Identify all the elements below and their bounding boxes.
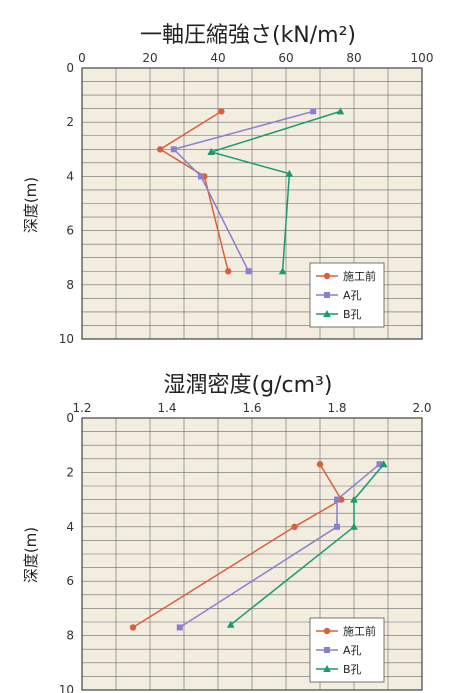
data-point xyxy=(334,496,340,503)
series-line xyxy=(172,110,314,272)
x-tick-label: 100 xyxy=(411,51,434,65)
chart-2: 湿潤密度(g/cm³) 1.2 1.4 1.6 1.8 2.0 0 2 4 6 8 10 深度(m) 施工… xyxy=(22,373,432,693)
legend: 施工前 A孔 B孔 xyxy=(309,617,385,683)
chart-title: 湿潤密度(g/cm³) xyxy=(164,373,333,398)
legend-marker xyxy=(323,665,331,672)
data-point xyxy=(129,624,137,631)
data-point xyxy=(310,108,317,115)
data-point xyxy=(291,523,298,530)
y-tick-label: 6 xyxy=(66,574,74,588)
y-tick-label: 0 xyxy=(66,411,74,425)
data-point xyxy=(176,624,183,631)
y-tick-label: 4 xyxy=(66,520,74,534)
series-line xyxy=(179,463,380,629)
legend-label: B孔 xyxy=(343,663,362,676)
legend-label: 施工前 xyxy=(343,624,376,638)
chart-1: 一軸圧縮強さ(kN/m²) 0 20 40 60 80 100 0 2 4 6 8 10 深度(m) 施工前… xyxy=(22,23,433,346)
series-line xyxy=(208,110,341,272)
series-2 xyxy=(176,461,383,631)
y-axis-label: 深度(m) xyxy=(22,177,40,233)
y-tick-label: 10 xyxy=(59,683,74,693)
chart-title: 一軸圧縮強さ(kN/m²) xyxy=(140,23,356,48)
x-tick-label: 60 xyxy=(278,51,293,65)
data-point xyxy=(226,620,235,628)
plot-frame xyxy=(81,67,423,340)
data-point xyxy=(218,108,225,115)
x-tick-label: 2.0 xyxy=(412,401,431,415)
legend-marker xyxy=(323,310,331,317)
data-point xyxy=(157,146,164,153)
x-tick-label: 1.6 xyxy=(242,401,261,415)
x-tick-label: 20 xyxy=(142,51,157,65)
data-point xyxy=(285,169,294,177)
series-3 xyxy=(207,107,345,275)
plot-frame xyxy=(81,417,423,691)
data-point xyxy=(350,495,358,503)
y-tick-label: 0 xyxy=(66,61,74,75)
legend-label: 施工前 xyxy=(343,269,376,283)
x-tick-label: 40 xyxy=(210,51,225,65)
data-point xyxy=(376,461,383,468)
data-point xyxy=(245,268,252,275)
series-2 xyxy=(170,108,317,275)
series-3 xyxy=(226,460,388,628)
legend-label: A孔 xyxy=(343,644,362,657)
data-point xyxy=(198,173,204,180)
series-line xyxy=(132,463,343,629)
y-tick-label: 8 xyxy=(66,629,74,643)
legend: 施工前 A孔 B孔 xyxy=(309,262,385,328)
y-tick-label: 6 xyxy=(66,224,74,238)
legend-marker xyxy=(324,292,330,298)
legend-label: B孔 xyxy=(343,308,362,321)
y-tick-label: 8 xyxy=(66,278,74,292)
data-point xyxy=(316,461,324,468)
data-point xyxy=(278,267,287,275)
data-point xyxy=(336,107,345,115)
series-line xyxy=(158,110,229,272)
y-tick-label: 2 xyxy=(66,115,74,129)
y-tick-label: 2 xyxy=(66,465,74,479)
y-axis-label: 深度(m) xyxy=(22,527,40,583)
legend-label: A孔 xyxy=(343,289,362,302)
data-point xyxy=(334,523,340,530)
data-point xyxy=(207,148,215,156)
data-point xyxy=(170,146,177,153)
x-tick-label: 1.8 xyxy=(327,401,346,415)
legend-marker xyxy=(323,627,331,635)
y-tick-label: 10 xyxy=(59,332,74,346)
x-tick-label: 1.4 xyxy=(157,401,176,415)
legend-marker xyxy=(323,272,331,280)
data-point xyxy=(225,268,232,275)
data-point xyxy=(379,460,388,468)
series-line xyxy=(230,463,385,626)
x-tick-label: 1.2 xyxy=(72,401,91,415)
x-tick-label: 80 xyxy=(346,51,361,65)
legend-marker xyxy=(324,647,330,653)
data-point xyxy=(350,522,358,530)
y-tick-label: 4 xyxy=(66,169,74,183)
x-tick-label: 0 xyxy=(78,51,86,65)
